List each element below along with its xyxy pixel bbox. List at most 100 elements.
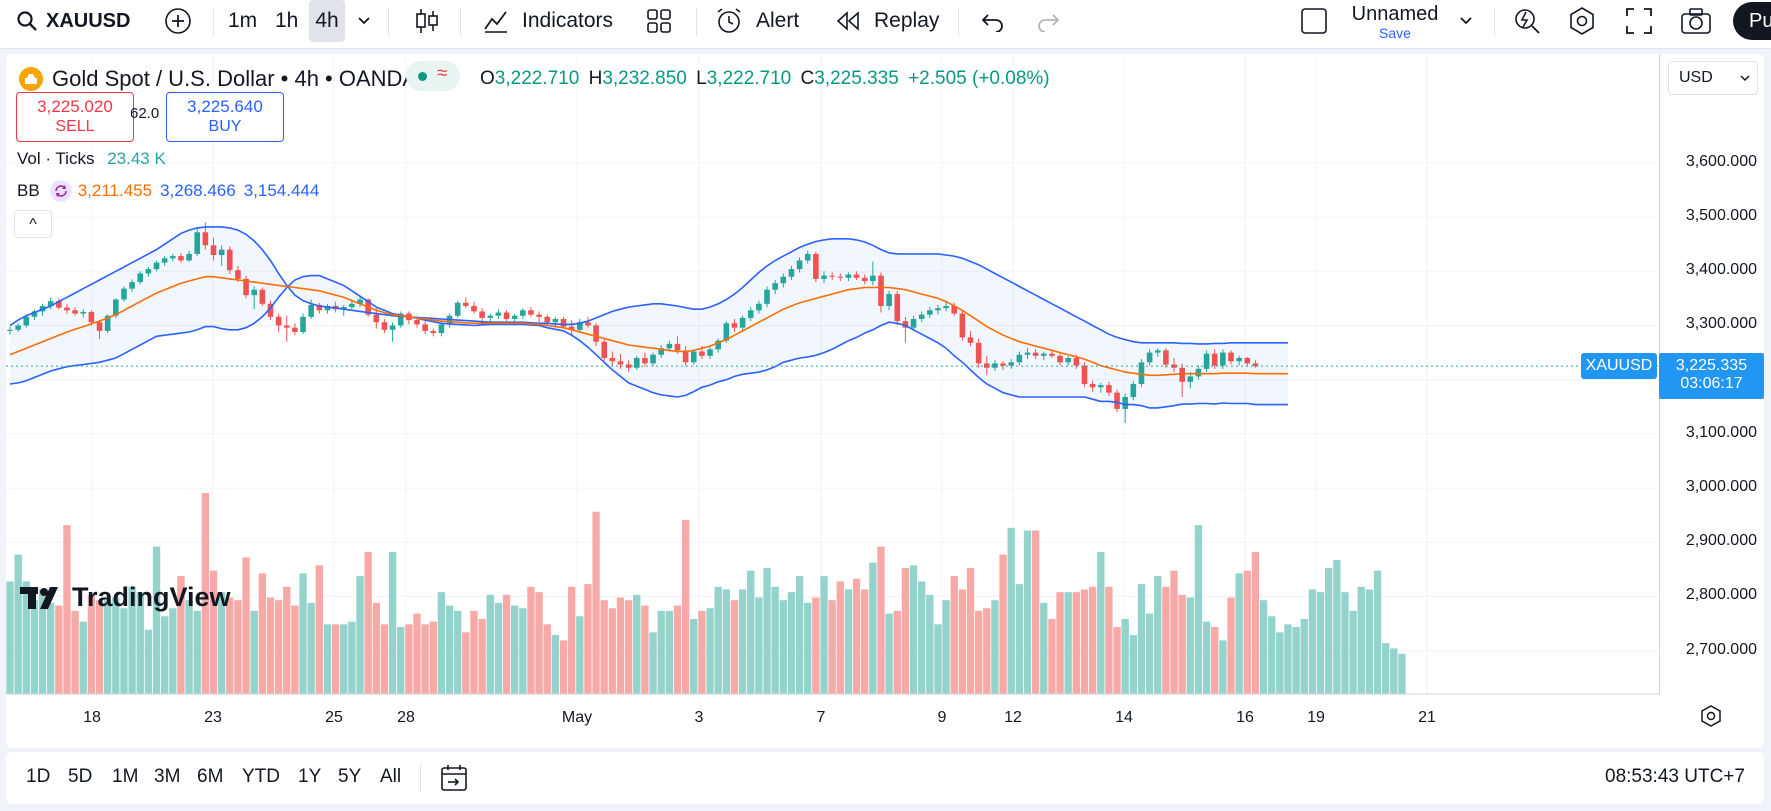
volume-bar <box>926 594 934 694</box>
replay-button[interactable]: Replay <box>834 0 939 42</box>
candle-body <box>275 316 282 326</box>
volume-bar <box>527 586 535 694</box>
candle-body <box>845 274 852 278</box>
low-label: L <box>696 68 707 89</box>
candle-body <box>1228 352 1234 362</box>
volume-bar <box>14 554 22 694</box>
layout-name-group[interactable]: Unnamed Save <box>1350 3 1440 41</box>
candle-body <box>1179 367 1185 382</box>
alert-label: Alert <box>756 9 800 32</box>
candle-body <box>1138 362 1145 385</box>
buy-button[interactable]: 3,225.640 BUY <box>166 92 284 142</box>
volume-bar <box>1357 586 1365 694</box>
volume-legend-label: Vol · Ticks <box>17 149 95 168</box>
rewind-icon <box>836 11 859 31</box>
volume-bar <box>1007 527 1015 694</box>
range-ytd-button[interactable]: YTD <box>242 766 280 787</box>
layout-select-button[interactable] <box>1300 0 1328 42</box>
candle-body <box>633 358 640 368</box>
candle-body <box>129 282 135 289</box>
interval-1h-button[interactable]: 1h <box>275 9 299 32</box>
chart-svg[interactable]: 18 23 25 28 May 3 7 9 12 14 16 19 21 <box>6 54 1764 748</box>
volume-bar <box>445 605 454 694</box>
range-5y-button[interactable]: 5Y <box>338 766 362 787</box>
volume-bar <box>1276 632 1284 694</box>
volume-bar <box>1316 592 1325 694</box>
chart-panel[interactable]: 18 23 25 28 May 3 7 9 12 14 16 19 21 3,600.000 3,500.… <box>6 54 1764 748</box>
snapshot-button[interactable] <box>1680 0 1712 42</box>
bottom-toolbar: 1D 5D 1M 3M 6M YTD 1Y 5Y All 08:53:43 UT… <box>6 752 1764 804</box>
candle-body <box>324 305 331 311</box>
goto-date-button[interactable] <box>440 764 470 797</box>
layout-dropdown-button[interactable] <box>1458 0 1474 42</box>
y-tick-label: 3,600.000 <box>1685 152 1757 170</box>
volume-bar <box>1227 597 1235 694</box>
publish-button[interactable]: Pu <box>1733 2 1771 40</box>
volume-bar <box>844 589 853 694</box>
candle-body <box>1073 358 1080 366</box>
volume-bar <box>665 610 674 694</box>
volume-bar <box>193 610 201 694</box>
candle-body <box>235 270 241 279</box>
volume-bar <box>429 621 437 694</box>
candle-body <box>7 329 13 331</box>
candle-body <box>104 315 111 331</box>
templates-button[interactable] <box>646 0 672 42</box>
range-1m-button[interactable]: 1M <box>112 766 139 787</box>
range-all-button[interactable]: All <box>380 766 402 787</box>
save-label[interactable]: Save <box>1379 25 1411 41</box>
volume-legend[interactable]: Vol · Ticks 23.43 K <box>17 149 166 169</box>
indicators-button[interactable]: Indicators <box>482 0 613 42</box>
range-6m-button[interactable]: 6M <box>197 766 224 787</box>
settings-button[interactable] <box>1567 0 1597 42</box>
interval-4h-button[interactable]: 4h <box>309 0 345 42</box>
volume-bar <box>918 581 926 694</box>
volume-bar <box>893 610 901 694</box>
range-1d-button[interactable]: 1D <box>26 766 51 787</box>
volume-bar <box>266 597 275 694</box>
symbol-legend[interactable]: Gold Spot / U.S. Dollar • 4h • OANDA <box>18 66 417 92</box>
alert-button[interactable]: Alert <box>714 0 799 42</box>
undo-button[interactable] <box>980 0 1006 42</box>
interval-dropdown-button[interactable] <box>356 0 372 42</box>
compare-symbol-button[interactable] <box>163 0 193 42</box>
symbol-search-button[interactable]: XAUUSD <box>16 0 130 42</box>
collapse-legend-button[interactable]: ^ <box>14 210 52 238</box>
quick-search-button[interactable] <box>1512 0 1542 42</box>
range-5d-button[interactable]: 5D <box>68 766 93 787</box>
currency-select[interactable]: USD <box>1668 61 1758 95</box>
sell-button[interactable]: 3,225.020 SELL <box>16 92 134 142</box>
volume-bar <box>559 640 568 694</box>
market-status-badge[interactable]: ≈ <box>406 61 460 91</box>
volume-bar <box>747 570 755 694</box>
axis-settings-button[interactable] <box>1699 704 1723 733</box>
refresh-icon[interactable] <box>49 180 72 202</box>
volume-bar <box>502 594 511 694</box>
volume-bar <box>999 554 1007 694</box>
bb-basis-line <box>9 275 1288 377</box>
range-1y-button[interactable]: 1Y <box>298 766 322 787</box>
candle-body <box>96 322 103 331</box>
chart-type-button[interactable] <box>414 0 440 42</box>
volume-bar <box>112 597 120 694</box>
watermark-text: TradingView <box>72 582 231 612</box>
y-tick-label: 2,700.000 <box>1685 640 1757 658</box>
candle-body <box>1114 392 1120 409</box>
volume-bar <box>861 589 869 694</box>
tradingview-watermark[interactable]: TradingView <box>20 582 231 613</box>
redo-button[interactable] <box>1035 0 1061 42</box>
range-3m-button[interactable]: 3M <box>154 766 181 787</box>
volume-bar <box>771 586 779 694</box>
volume-bar <box>95 600 104 694</box>
volume-bar <box>877 546 885 694</box>
candle-body <box>951 305 958 314</box>
volume-bar <box>421 624 429 694</box>
timezone-clock[interactable]: 08:53:43 UTC+7 <box>1605 766 1745 787</box>
market-open-dot-icon <box>418 72 427 81</box>
fullscreen-button[interactable] <box>1625 0 1653 42</box>
bb-legend[interactable]: BB 3,211.455 3,268.466 3,154.444 <box>17 180 319 202</box>
volume-bar <box>340 624 348 694</box>
interval-1m-button[interactable]: 1m <box>228 9 258 32</box>
price-axis[interactable]: 3,600.000 3,500.000 3,400.000 3,300.000 3,10… <box>1659 54 1764 694</box>
volume-bar <box>1341 592 1349 694</box>
